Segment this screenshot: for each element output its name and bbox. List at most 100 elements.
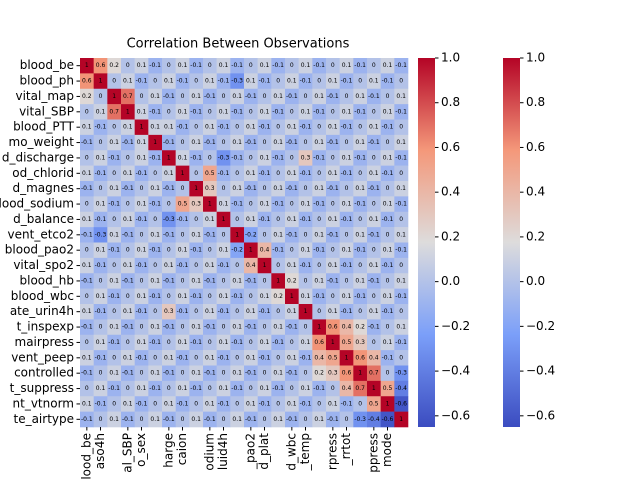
cell-annotation: 0.1 <box>82 262 92 269</box>
cell-annotation: 0.1 <box>246 78 256 85</box>
heatmap-cell <box>380 396 395 412</box>
cell-annotation: 0 <box>386 370 390 377</box>
cell-annotation: 0 <box>345 185 349 192</box>
colorbar-tick-label: 0.4 <box>526 185 545 199</box>
heatmap-cell <box>121 242 135 259</box>
heatmap-cell <box>367 88 381 105</box>
heatmap-cell <box>216 380 231 397</box>
cell-annotation: 0.1 <box>191 370 201 377</box>
heatmap-cell <box>216 196 231 213</box>
heatmap-cell <box>285 73 299 90</box>
heatmap-cell <box>257 304 272 320</box>
cell-annotation: -0.1 <box>108 339 120 346</box>
cell-annotation: 0 <box>386 231 390 238</box>
cell-annotation: 0.1 <box>246 216 256 223</box>
heatmap-cell <box>271 304 286 320</box>
cell-annotation: 0.1 <box>219 201 229 208</box>
cell-annotation: -0.1 <box>218 78 230 85</box>
cell-annotation: 1 <box>290 293 294 300</box>
cell-annotation: -0.1 <box>341 262 353 269</box>
cell-annotation: -0.1 <box>341 308 353 315</box>
y-tick-label: mairpress <box>15 335 74 349</box>
cell-annotation: -0.1 <box>136 78 148 85</box>
cell-annotation: 0.1 <box>164 124 174 131</box>
heatmap-cell <box>380 150 395 166</box>
heatmap-cell <box>162 257 176 274</box>
cell-annotation: 0 <box>276 308 280 315</box>
cell-annotation: 0.1 <box>150 277 160 284</box>
heatmap-cell <box>312 334 327 351</box>
cell-annotation: 0.1 <box>246 354 256 361</box>
heatmap-cell <box>394 304 409 320</box>
cell-annotation: -0.1 <box>190 108 202 115</box>
heatmap-cell <box>203 319 217 336</box>
heatmap-cell <box>271 165 286 182</box>
heatmap-cell <box>326 288 340 305</box>
cell-annotation: 0.1 <box>178 339 188 346</box>
heatmap-cell <box>93 73 108 90</box>
y-tick-label: blood_hb <box>20 273 74 287</box>
colorbar-tick-label: 1.0 <box>526 51 545 65</box>
cell-annotation: 0 <box>194 170 198 177</box>
heatmap-cell <box>134 227 149 243</box>
cell-annotation: 0 <box>85 108 89 115</box>
cell-annotation: 0.1 <box>287 124 297 131</box>
cell-annotation: -0.1 <box>286 231 298 238</box>
cell-annotation: 0.1 <box>96 201 106 208</box>
heatmap-cell <box>216 396 231 412</box>
heatmap-cell <box>353 134 368 151</box>
heatmap-cell <box>298 257 313 274</box>
heatmap-cell <box>203 350 217 366</box>
cell-annotation: 0.1 <box>109 370 119 377</box>
x-tick-label: odium <box>202 433 216 471</box>
heatmap-cell <box>121 380 135 397</box>
heatmap-cell <box>148 227 163 243</box>
cell-annotation: 0.1 <box>260 62 270 69</box>
cell-annotation: -0.1 <box>327 139 339 146</box>
heatmap-cell <box>244 319 258 336</box>
cell-annotation: 0 <box>249 339 253 346</box>
heatmap-cell <box>175 242 190 259</box>
heatmap-cell <box>230 58 245 74</box>
cell-annotation: 0.1 <box>232 185 242 192</box>
cell-annotation: 0 <box>140 277 144 284</box>
heatmap-cell <box>353 396 368 412</box>
cell-annotation: 0.1 <box>82 354 92 361</box>
cell-annotation: 0.1 <box>246 308 256 315</box>
heatmap-cell <box>312 165 327 182</box>
heatmap-cell <box>339 181 354 197</box>
heatmap-cell <box>230 380 245 397</box>
cell-annotation: -0.1 <box>122 139 134 146</box>
heatmap-cell <box>326 350 340 366</box>
cell-annotation: -0.1 <box>382 262 394 269</box>
cell-annotation: 1 <box>235 231 239 238</box>
cell-annotation: -0.1 <box>149 247 161 254</box>
cell-annotation: 0 <box>276 216 280 223</box>
colorbar-tick-label: 0.6 <box>526 140 545 154</box>
cell-annotation: -0.1 <box>300 400 312 407</box>
heatmap-cell <box>93 227 108 243</box>
cell-annotation: 0 <box>345 277 349 284</box>
cell-annotation: 0.1 <box>137 139 147 146</box>
heatmap-cell <box>380 227 395 243</box>
heatmap-cell <box>326 319 340 336</box>
colorbar-tick-label: 0.0 <box>526 274 545 288</box>
heatmap-cell <box>189 273 204 289</box>
heatmap-cell <box>339 73 354 90</box>
heatmap-cell <box>285 58 299 74</box>
heatmap-cell <box>162 319 176 336</box>
cell-annotation: 0 <box>99 416 103 423</box>
cell-annotation: -0.1 <box>313 154 325 161</box>
heatmap-cell <box>353 273 368 289</box>
heatmap-cell <box>367 396 381 412</box>
heatmap-cell <box>380 211 395 228</box>
cell-annotation: 0 <box>153 216 157 223</box>
cell-annotation: -0.1 <box>108 201 120 208</box>
heatmap-cell <box>257 242 272 259</box>
heatmap-cell <box>203 365 217 382</box>
heatmap-cell <box>326 150 340 166</box>
cell-annotation: 0.6 <box>355 354 365 361</box>
heatmap-cell <box>326 242 340 259</box>
heatmap-cell <box>298 380 313 397</box>
heatmap-cell <box>312 257 327 274</box>
